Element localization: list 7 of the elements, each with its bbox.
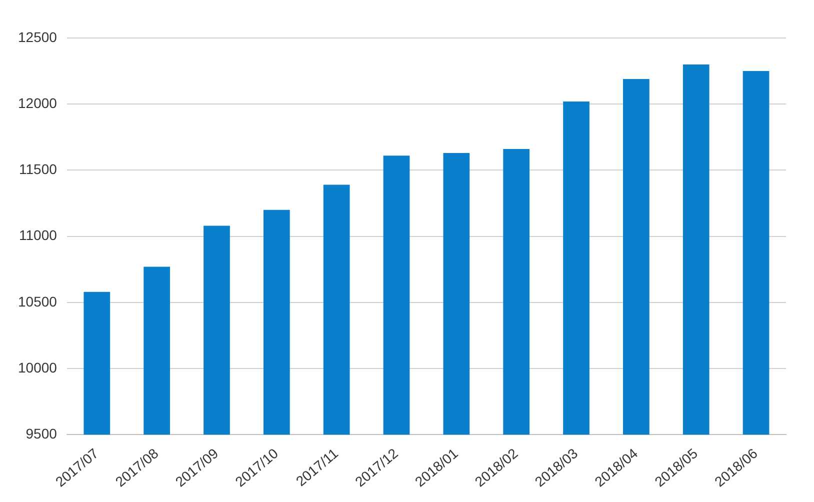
y-tick-label: 12500 — [18, 28, 58, 45]
y-tick-label: 10500 — [18, 293, 58, 310]
y-tick-label: 9500 — [26, 425, 58, 442]
y-tick-label: 12000 — [18, 94, 58, 111]
y-tick-label: 10000 — [18, 359, 58, 376]
y-tick-label: 11500 — [19, 161, 58, 178]
y-tick-label: 11000 — [19, 227, 58, 244]
